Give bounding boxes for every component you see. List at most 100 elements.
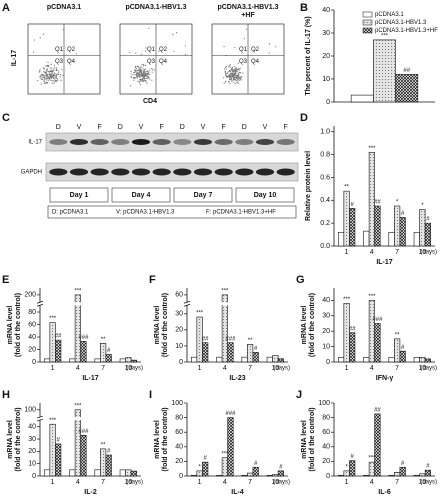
bar [130,359,138,363]
event-dot [139,84,141,86]
event-dot [232,69,234,71]
quadrant-label: Q3 [55,59,64,65]
event-dot [45,81,47,84]
event-dot [48,78,50,80]
y-axis-label: Relative protein level [305,151,312,221]
row-label: GAPDH [21,170,42,176]
y-axis-label: mRNA level [154,306,161,345]
quadrant-label: Q2 [67,47,76,53]
event-dot [235,67,237,69]
event-dot [47,77,50,79]
y-tick-label: 0.6 [320,174,330,181]
y-axis-label: (fold of the control) [15,293,22,357]
event-dot [225,65,228,68]
quadrant-label: Q1 [55,47,64,53]
significance-label: *** [381,33,389,39]
y-tick-label: 40 [322,297,330,304]
bar [55,443,62,477]
event-dot [138,82,141,84]
significance-label: # [107,348,111,354]
bar [419,357,426,363]
event-dot [139,72,141,74]
bar [374,413,381,477]
significance-label: *** [74,288,82,294]
y-tick-label: 0.0 [320,243,330,250]
event-dot [143,70,145,72]
significance-label: ** [344,185,349,191]
blot-strip [45,162,299,182]
x-axis-label: IL-4 [231,489,244,496]
significance-label: ### [78,335,89,341]
y-tick-label: 0 [32,473,36,480]
lane-label: F [284,124,288,131]
y-axis-label: mRNA level [301,306,308,345]
event-dot [56,78,59,80]
event-dot [223,45,225,48]
event-dot [234,70,237,72]
event-dot [133,79,135,81]
panel-label: B [300,2,308,14]
event-dot [237,67,239,70]
lane-label: V [201,124,206,131]
event-dot [39,75,41,78]
quadrant-label: Q2 [251,47,260,53]
bar [69,469,76,477]
event-dot [144,64,146,67]
axis-break-mark [36,415,44,419]
y-tick-label: 60 [322,429,330,436]
event-dot [50,77,52,80]
event-dot [228,65,230,67]
significance-label: ### [225,411,236,417]
event-dot [148,76,150,79]
x-tick-label: 7 [248,479,252,486]
event-dot [142,67,144,69]
event-dot [229,70,231,72]
significance-label: * [396,200,399,206]
bar [252,352,259,363]
event-dot [43,81,46,83]
bar [241,356,248,363]
bar [130,470,138,477]
y-tick-label: 30 [28,436,36,443]
event-dot [40,78,42,81]
event-dot [222,77,225,79]
event-dot [151,79,153,81]
event-dot [238,73,240,76]
event-dot [50,79,52,81]
event-dot [50,70,52,72]
quadrant-label: Q3 [147,59,156,65]
significance-label: # [401,345,405,351]
event-dot [237,68,239,71]
event-dot [130,73,132,75]
x-axis-label: IL-23 [229,375,245,382]
event-dot [148,71,150,73]
event-dot [242,72,244,74]
significance-label: *** [368,456,376,462]
event-dot [59,73,62,76]
event-dot [146,77,148,79]
x-tick-label: 10 [124,479,132,486]
event-dot [46,77,49,80]
event-dot [275,46,277,48]
legend-label: pCDNA3.1-HBV1.3 [375,20,427,26]
blot-band [152,168,171,176]
significance-label: * [198,464,201,470]
y-axis-label: The percent of IL-17 (%) [305,16,312,95]
event-dot [54,76,56,78]
event-dot [143,69,146,71]
event-dot [43,67,45,69]
event-dot [236,82,238,84]
y-tick-label: 200 [24,292,36,299]
event-dot [41,76,43,79]
y-tick-label: 0 [326,359,330,366]
event-dot [133,69,136,71]
axis-break-mark [183,303,191,307]
y-tick-label: 30 [322,313,330,320]
x-tick-label: 10 [418,249,426,256]
bar [80,341,87,363]
day-box [173,187,233,203]
bar [196,316,203,363]
key-box [47,205,297,219]
event-dot [42,78,44,80]
event-dot [52,72,54,74]
